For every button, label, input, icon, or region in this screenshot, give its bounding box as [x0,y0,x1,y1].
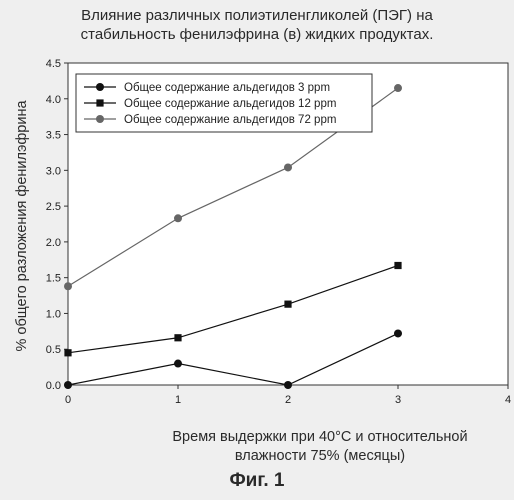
y-tick-label: 0.0 [46,380,61,392]
x-tick-label: 2 [285,394,291,406]
legend-marker [96,99,103,106]
legend-marker [96,83,104,91]
y-tick-label: 3.5 [46,130,61,142]
y-tick-label: 2.0 [46,237,61,249]
x-axis-label: Время выдержки при 40°С и относительной … [120,428,514,466]
y-tick-label: 2.5 [46,201,61,213]
y-tick-label: 1.0 [46,308,61,320]
y-tick-label: 1.5 [46,273,61,285]
data-point [174,334,181,341]
y-tick-label: 4.0 [46,94,61,106]
x-tick-label: 0 [65,394,71,406]
data-point [394,329,402,337]
figure-caption: Фиг. 1 [0,470,514,492]
data-point [284,301,291,308]
y-tick-label: 4.5 [46,58,61,70]
x-tick-label: 3 [395,394,401,406]
x-axis-label-line-1: Время выдержки при 40°С и относительной [120,428,514,447]
data-point [64,282,72,290]
x-axis-label-line-2: влажности 75% (месяцы) [120,447,514,466]
legend-entry: Общее содержание альдегидов 72 ppm [124,114,336,126]
y-tick-label: 3.0 [46,165,61,177]
chart-legend: Общее содержание альдегидов 3 ppm Общее с… [76,74,372,132]
data-point [394,262,401,269]
data-point [284,381,292,389]
legend-marker [96,115,104,123]
data-point [394,84,402,92]
line-chart: 0.0 0.5 1.0 1.5 2.0 2.5 3.0 3.5 4.0 4.5 0 1 2 3 4 Обще… [0,0,514,470]
x-tick-label: 1 [175,394,181,406]
data-point [64,349,71,356]
legend-entry: Общее содержание альдегидов 12 ppm [124,98,336,110]
data-point [64,381,72,389]
data-point [284,163,292,171]
x-tick-label: 4 [505,394,511,406]
legend-entry: Общее содержание альдегидов 3 ppm [124,82,330,94]
data-point [174,214,182,222]
data-point [174,360,182,368]
y-tick-label: 0.5 [46,344,61,356]
y-axis-label: % общего разложения фенилэфрина [14,100,30,351]
